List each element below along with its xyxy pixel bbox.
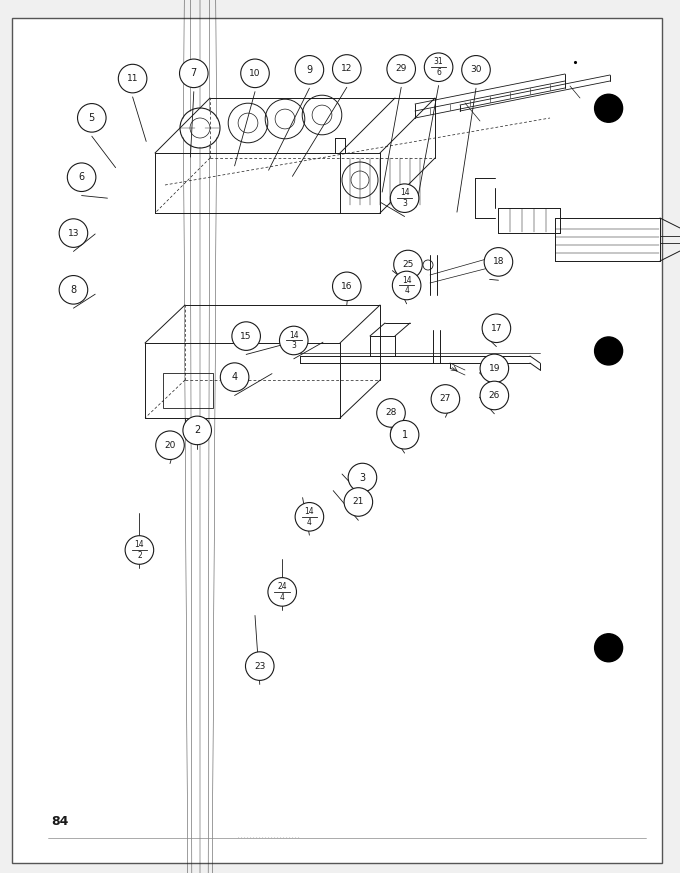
Circle shape xyxy=(220,363,249,391)
Text: 13: 13 xyxy=(68,229,79,237)
Text: 8: 8 xyxy=(70,285,77,295)
Circle shape xyxy=(333,272,361,300)
Text: 31: 31 xyxy=(434,58,443,66)
Text: 26: 26 xyxy=(489,391,500,400)
Circle shape xyxy=(390,421,419,449)
Text: 6: 6 xyxy=(78,172,85,182)
Text: 15: 15 xyxy=(241,332,252,340)
Circle shape xyxy=(482,314,511,342)
Text: 1: 1 xyxy=(401,430,408,440)
Bar xyxy=(163,373,213,408)
Text: 21: 21 xyxy=(353,498,364,506)
Circle shape xyxy=(245,652,274,680)
Text: 5: 5 xyxy=(88,113,95,123)
Text: 27: 27 xyxy=(440,395,451,403)
Circle shape xyxy=(59,276,88,304)
Text: 16: 16 xyxy=(341,282,352,291)
Circle shape xyxy=(180,59,208,87)
Circle shape xyxy=(125,536,154,564)
Text: 9: 9 xyxy=(306,65,313,75)
Circle shape xyxy=(594,94,623,122)
Circle shape xyxy=(344,488,373,516)
Text: 14: 14 xyxy=(289,331,299,340)
Circle shape xyxy=(594,337,623,365)
Circle shape xyxy=(392,272,421,299)
Text: 4: 4 xyxy=(231,372,238,382)
Text: 19: 19 xyxy=(489,364,500,373)
Circle shape xyxy=(59,219,88,247)
Circle shape xyxy=(594,634,623,662)
Text: 28: 28 xyxy=(386,409,396,417)
Circle shape xyxy=(390,184,419,212)
Text: 14: 14 xyxy=(135,540,144,549)
Text: 3: 3 xyxy=(291,341,296,350)
Text: . . . . . . . . . . . . . . . . . . . . .: . . . . . . . . . . . . . . . . . . . . … xyxy=(238,834,299,839)
Text: 84: 84 xyxy=(51,815,69,828)
Circle shape xyxy=(462,56,490,84)
Circle shape xyxy=(279,327,308,354)
Circle shape xyxy=(241,59,269,87)
Circle shape xyxy=(232,322,260,350)
Text: 17: 17 xyxy=(491,324,502,333)
Circle shape xyxy=(78,104,106,132)
Text: 12: 12 xyxy=(341,65,352,73)
Circle shape xyxy=(484,248,513,276)
Text: 29: 29 xyxy=(396,65,407,73)
Text: 25: 25 xyxy=(403,260,413,269)
Circle shape xyxy=(377,399,405,427)
Text: 14: 14 xyxy=(305,507,314,516)
Circle shape xyxy=(394,251,422,278)
Text: 2: 2 xyxy=(194,425,201,436)
Circle shape xyxy=(348,464,377,491)
Text: 14: 14 xyxy=(402,276,411,285)
Circle shape xyxy=(118,65,147,93)
Circle shape xyxy=(431,385,460,413)
Circle shape xyxy=(67,163,96,191)
Text: 3: 3 xyxy=(359,472,366,483)
Circle shape xyxy=(295,503,324,531)
Circle shape xyxy=(424,53,453,81)
Text: 7: 7 xyxy=(190,68,197,79)
Text: 4: 4 xyxy=(404,286,409,295)
Text: 18: 18 xyxy=(493,258,504,266)
Circle shape xyxy=(333,55,361,83)
Circle shape xyxy=(387,55,415,83)
Text: 14: 14 xyxy=(400,189,409,197)
Text: 4: 4 xyxy=(279,593,285,601)
Circle shape xyxy=(295,56,324,84)
Text: 23: 23 xyxy=(254,662,265,670)
Text: 2: 2 xyxy=(137,551,141,560)
Text: 24: 24 xyxy=(277,582,287,591)
Text: 10: 10 xyxy=(250,69,260,78)
Text: 6: 6 xyxy=(436,68,441,77)
Circle shape xyxy=(480,382,509,409)
Text: 3: 3 xyxy=(402,199,407,208)
Circle shape xyxy=(268,578,296,606)
Text: 11: 11 xyxy=(127,74,138,83)
Text: 30: 30 xyxy=(471,65,481,74)
Text: 20: 20 xyxy=(165,441,175,450)
Circle shape xyxy=(156,431,184,459)
Circle shape xyxy=(480,354,509,382)
Text: 4: 4 xyxy=(307,518,312,526)
Circle shape xyxy=(183,416,211,444)
